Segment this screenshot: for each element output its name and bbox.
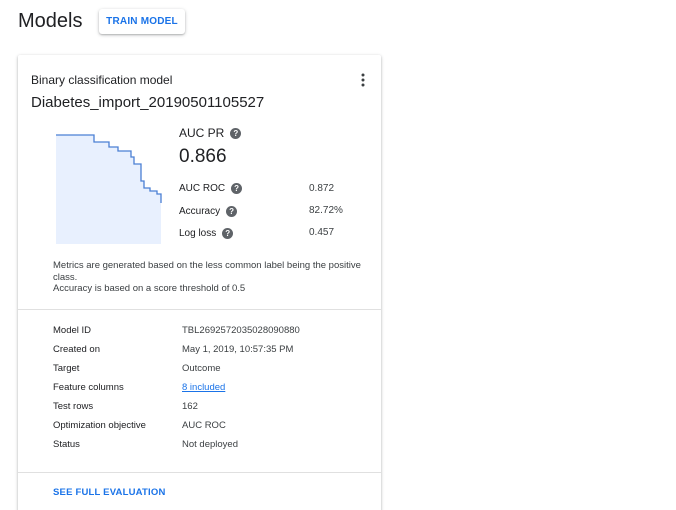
- model-card: Binary classification model Diabetes_imp…: [18, 55, 381, 510]
- metric-label: Accuracy: [179, 206, 221, 217]
- metrics-note-line: Accuracy is based on a score threshold o…: [53, 283, 246, 294]
- metric-log-loss-label-row: Log loss ?: [179, 228, 234, 239]
- auc-pr-label-row: AUC PR ?: [179, 126, 242, 140]
- feature-columns-link[interactable]: 8 included: [182, 382, 226, 393]
- help-icon[interactable]: ?: [226, 206, 238, 217]
- target-value: Outcome: [182, 363, 221, 374]
- metric-auc-roc-label-row: AUC ROC ?: [179, 183, 243, 194]
- detail-label: Optimization objective: [53, 420, 146, 431]
- curve-area: [56, 135, 161, 244]
- metric-accuracy-value: 82.72%: [309, 205, 343, 216]
- precision-recall-curve: [56, 134, 162, 244]
- detail-label: Model ID: [53, 325, 92, 336]
- divider: [18, 309, 381, 310]
- page-title: Models: [18, 10, 83, 32]
- detail-label: Target: [53, 363, 80, 374]
- detail-label: Status: [53, 439, 80, 450]
- help-icon[interactable]: ?: [230, 127, 242, 139]
- help-icon[interactable]: ?: [231, 183, 243, 194]
- more-vert-icon[interactable]: [355, 72, 371, 88]
- test-rows-value: 162: [182, 401, 198, 412]
- model-id-value: TBL2692572035028090880: [182, 325, 300, 336]
- model-type-label: Binary classification model: [31, 73, 173, 87]
- curve-line: [56, 134, 162, 203]
- optimization-objective-value: AUC ROC: [182, 420, 226, 431]
- status-value: Not deployed: [182, 439, 238, 450]
- model-name: Diabetes_import_20190501105527: [31, 94, 265, 111]
- train-model-button[interactable]: TRAIN MODEL: [99, 9, 185, 34]
- metric-accuracy-label-row: Accuracy ?: [179, 206, 238, 217]
- created-on-value: May 1, 2019, 10:57:35 PM: [182, 344, 294, 355]
- detail-label: Feature columns: [53, 382, 124, 393]
- help-icon[interactable]: ?: [222, 228, 234, 239]
- metric-label: AUC ROC: [179, 183, 226, 194]
- auc-pr-value: 0.866: [179, 146, 227, 167]
- metrics-note-line: Metrics are generated based on the less …: [53, 260, 361, 283]
- auc-pr-label: AUC PR: [179, 126, 225, 140]
- metric-log-loss-value: 0.457: [309, 227, 335, 238]
- see-full-evaluation-link[interactable]: SEE FULL EVALUATION: [53, 487, 166, 498]
- metric-label: Log loss: [179, 228, 217, 239]
- detail-label: Created on: [53, 344, 101, 355]
- metric-auc-roc-value: 0.872: [309, 183, 335, 194]
- divider: [18, 472, 381, 473]
- metrics-note: Metrics are generated based on the less …: [53, 260, 363, 295]
- detail-label: Test rows: [53, 401, 94, 412]
